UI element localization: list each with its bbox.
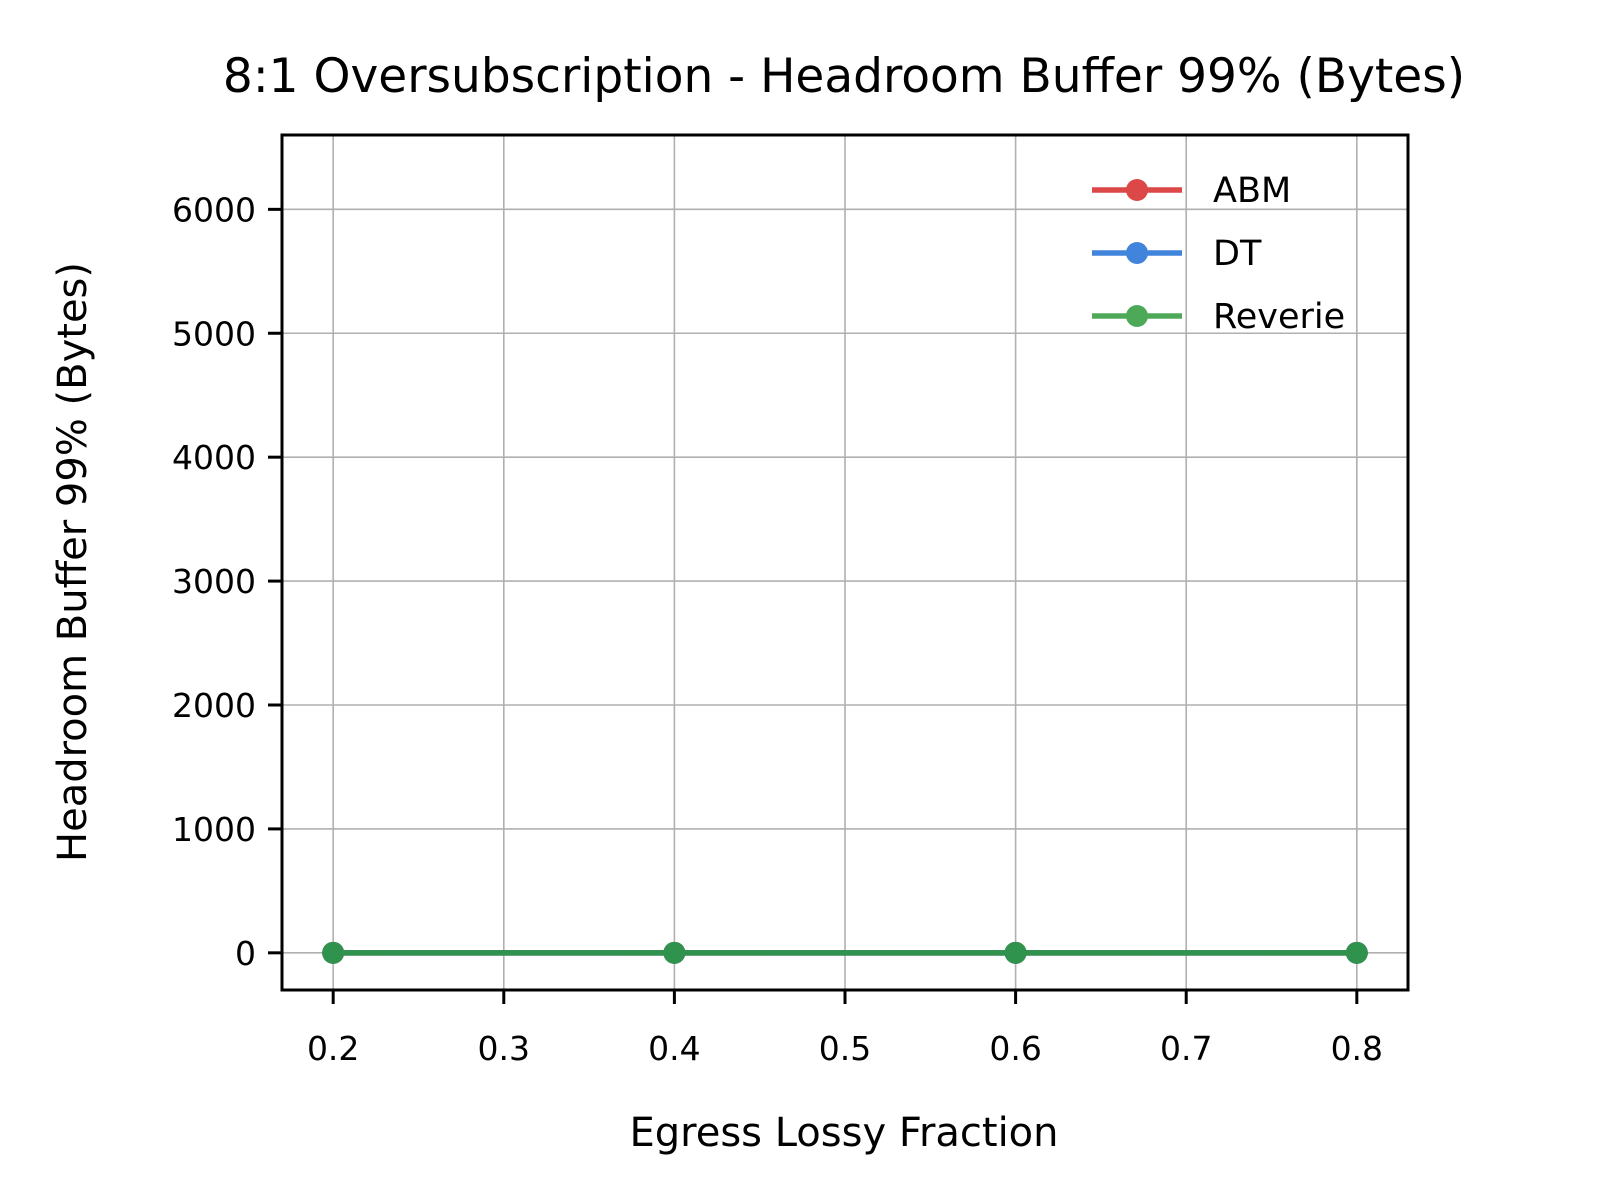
legend-label: Reverie: [1213, 297, 1345, 337]
data-point-reverie: [1004, 941, 1027, 964]
x-tick-label: 0.4: [648, 1029, 700, 1068]
chart-title: 8:1 Oversubscription - Headroom Buffer 9…: [223, 49, 1465, 104]
y-tick-label: 2000: [172, 686, 256, 725]
data-point-reverie: [1345, 941, 1368, 964]
legend-marker: [1126, 179, 1148, 201]
legend: ABM DT Reverie: [1092, 171, 1345, 337]
x-tick-label: 0.8: [1331, 1029, 1383, 1068]
x-axis-ticks: 0.2 0.3 0.4 0.5 0.6 0.7 0.8: [307, 990, 1383, 1068]
y-tick-label: 5000: [172, 314, 256, 353]
y-tick-label: 0: [235, 934, 256, 973]
x-tick-label: 0.7: [1160, 1029, 1212, 1068]
x-tick-label: 0.5: [819, 1029, 871, 1068]
y-axis-label: Headroom Buffer 99% (Bytes): [50, 262, 96, 862]
x-tick-label: 0.2: [307, 1029, 359, 1068]
y-tick-label: 4000: [172, 438, 256, 477]
series-layer: [322, 941, 1368, 964]
data-point-reverie: [663, 941, 686, 964]
legend-label: DT: [1213, 234, 1262, 274]
x-tick-label: 0.6: [989, 1029, 1041, 1068]
y-tick-label: 3000: [172, 562, 256, 601]
legend-marker: [1126, 242, 1148, 264]
plot-frame: [280, 133, 1410, 992]
data-point-reverie: [322, 941, 345, 964]
x-tick-label: 0.3: [478, 1029, 530, 1068]
y-tick-label: 1000: [172, 810, 256, 849]
series-reverie: [322, 941, 1368, 964]
legend-marker: [1126, 305, 1148, 327]
x-axis-label: Egress Lossy Fraction: [629, 1110, 1058, 1156]
legend-label: ABM: [1213, 171, 1291, 211]
legend-item-abm: [1092, 179, 1182, 201]
legend-item-reverie: [1092, 305, 1182, 327]
legend-item-dt: [1092, 242, 1182, 264]
y-tick-label: 6000: [172, 190, 256, 229]
y-axis-ticks: 0 1000 2000 3000 4000 5000 6000: [172, 190, 282, 973]
